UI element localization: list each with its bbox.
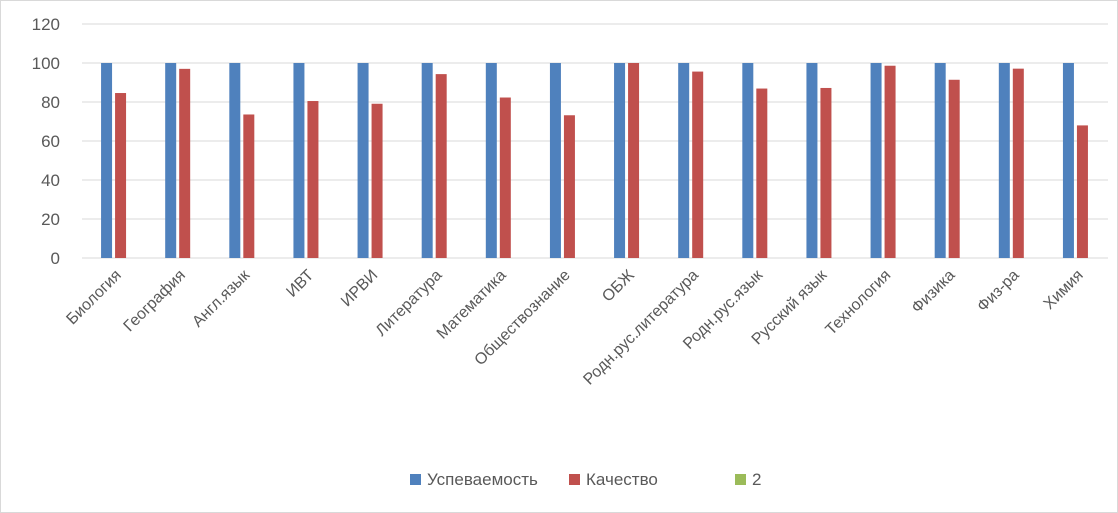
legend: Успеваемость Качество 2 <box>410 470 761 489</box>
bar-kachestvo <box>179 68 191 258</box>
bar-kachestvo <box>1012 68 1024 258</box>
legend-swatch <box>735 474 746 485</box>
bar-kachestvo <box>499 97 511 258</box>
x-tick-label: ИРВИ <box>338 267 381 310</box>
bar-kachestvo <box>884 65 896 258</box>
x-tick-label: Родн.рус.литература <box>580 267 702 389</box>
x-tick-label: География <box>121 267 189 335</box>
y-tick-label: 40 <box>41 171 60 190</box>
x-tick-label: Технология <box>823 267 895 339</box>
x-tick-label: ИВТ <box>283 267 317 301</box>
bar-kachestvo <box>948 79 960 259</box>
bar-uspevaemost <box>229 63 241 258</box>
y-tick-label: 0 <box>51 249 60 268</box>
legend-swatch <box>410 474 421 485</box>
y-tick-label: 100 <box>32 54 60 73</box>
bar-uspevaemost <box>1062 63 1074 258</box>
bar-uspevaemost <box>421 63 433 258</box>
bar-kachestvo <box>115 93 127 258</box>
x-tick-label: ОБЖ <box>599 267 638 306</box>
bar-uspevaemost <box>357 63 369 258</box>
bar-kachestvo <box>692 71 704 258</box>
bar-uspevaemost <box>678 63 690 258</box>
legend-label: 2 <box>752 470 761 489</box>
bar-kachestvo <box>628 63 640 258</box>
bar-kachestvo <box>435 74 447 259</box>
legend-label: Качество <box>586 470 658 489</box>
bar-uspevaemost <box>165 63 177 258</box>
legend-swatch <box>569 474 580 485</box>
bar-kachestvo <box>243 114 255 258</box>
y-tick-label: 20 <box>41 210 60 229</box>
bar-uspevaemost <box>870 63 882 258</box>
y-tick-label: 80 <box>41 93 60 112</box>
y-axis-ticks: 0 20 40 60 80 100 120 <box>32 15 60 268</box>
bar-uspevaemost <box>934 63 946 258</box>
bar-kachestvo <box>563 115 575 258</box>
bar-kachestvo <box>820 87 832 259</box>
y-tick-label: 120 <box>32 15 60 34</box>
x-tick-label: Физика <box>909 267 959 317</box>
bar-uspevaemost <box>485 63 497 258</box>
bar-uspevaemost <box>549 63 561 258</box>
bar-uspevaemost <box>293 63 305 258</box>
bars <box>101 63 1088 259</box>
x-tick-label: Химия <box>1041 267 1087 313</box>
legend-label: Успеваемость <box>427 470 538 489</box>
bar-uspevaemost <box>806 63 818 258</box>
bar-kachestvo <box>371 103 383 258</box>
bar-uspevaemost <box>614 63 626 258</box>
bar-uspevaemost <box>101 63 113 258</box>
bar-uspevaemost <box>742 63 754 258</box>
bar-uspevaemost <box>998 63 1010 258</box>
y-tick-label: 60 <box>41 132 60 151</box>
bar-kachestvo <box>1076 125 1088 259</box>
bar-kachestvo <box>307 101 319 259</box>
x-tick-label: Биология <box>63 267 124 328</box>
bar-kachestvo <box>756 88 768 258</box>
x-tick-label: Англ.язык <box>189 266 254 331</box>
x-tick-label: Физ-ра <box>974 267 1023 316</box>
